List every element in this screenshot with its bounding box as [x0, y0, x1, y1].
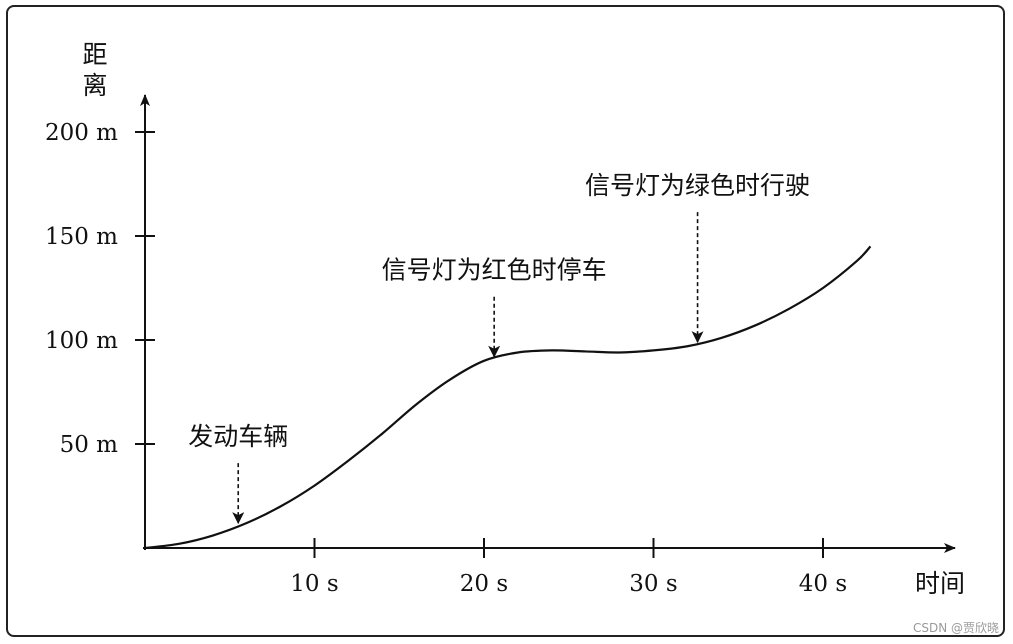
annotation-label: 发动车辆 [188, 422, 288, 451]
ticks: 10 s 20 s 30 s 40 s 50 m 100 m 150 m 200 m [45, 120, 847, 597]
annotation-label: 信号灯为绿色时行驶 [585, 171, 810, 200]
x-tick-label: 30 s [629, 571, 677, 597]
y-axis-title: 离 [82, 71, 107, 100]
y-tick-label: 100 m [45, 328, 118, 354]
x-tick-label: 20 s [460, 571, 508, 597]
y-tick-label: 200 m [45, 120, 118, 146]
watermark: CSDN @贾欣晓 [912, 621, 999, 635]
annotations: 发动车辆 信号灯为红色时停车 信号灯为绿色时行驶 [188, 171, 810, 525]
x-tick-label: 40 s [799, 571, 847, 597]
axes [140, 94, 956, 553]
series-line-0 [144, 245, 872, 550]
x-axis-title: 时间 [915, 569, 965, 598]
y-tick-label: 50 m [60, 432, 119, 458]
chart-frame [6, 5, 1005, 637]
x-tick-label: 10 s [290, 571, 338, 597]
series [144, 245, 872, 550]
annotation-label: 信号灯为红色时停车 [382, 256, 607, 285]
y-axis-title: 距 [82, 40, 107, 69]
y-tick-label: 150 m [45, 224, 118, 250]
